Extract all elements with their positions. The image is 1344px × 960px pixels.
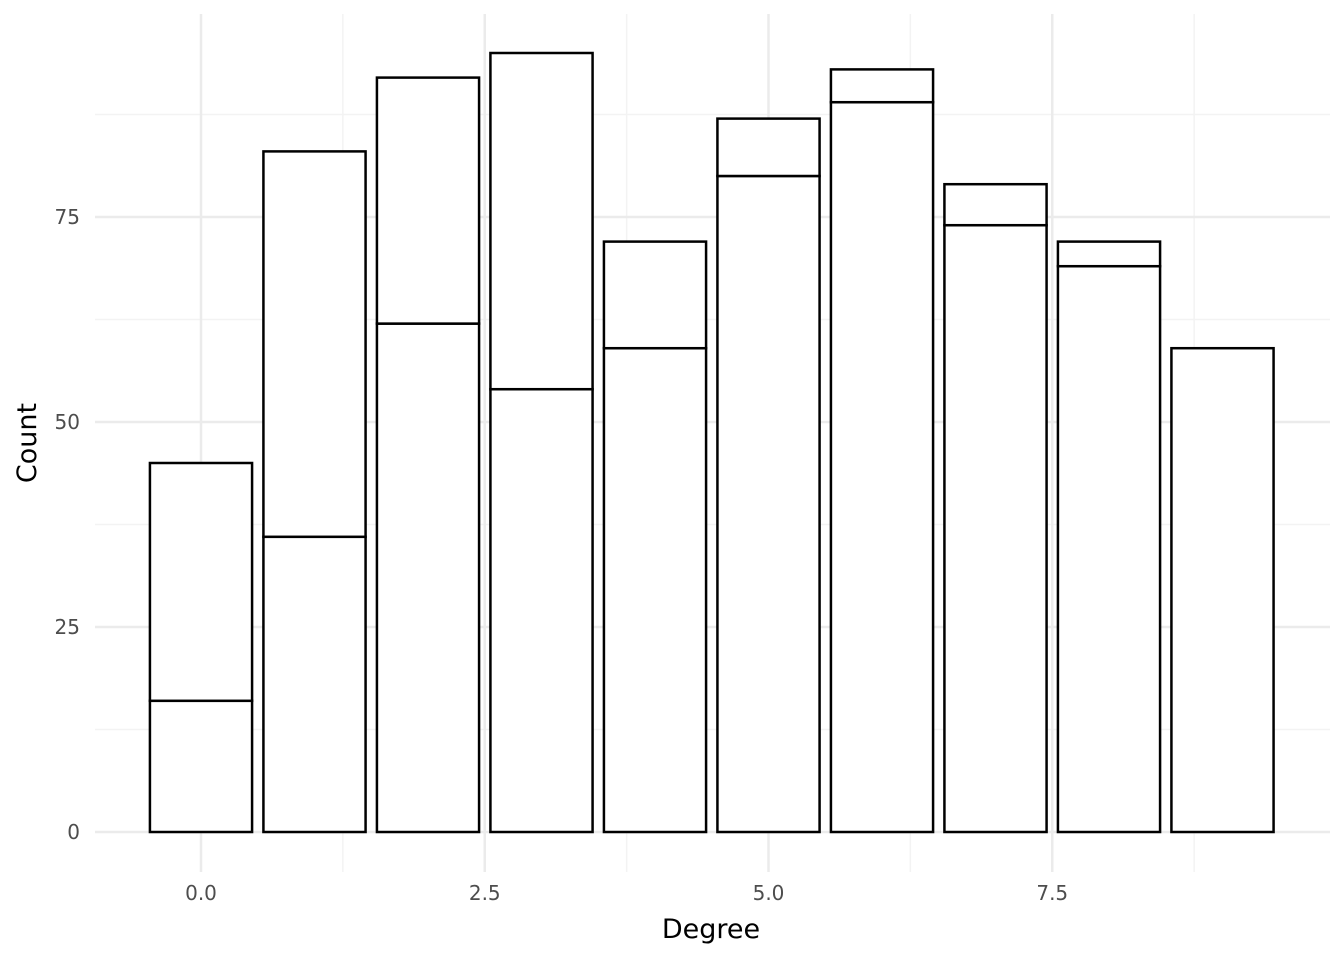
y-tick-label: 25 [55, 615, 80, 639]
tick-labels: 0.0 2.5 5.0 7.5 0 25 50 75 [55, 205, 1069, 905]
bar-segment [1056, 264, 1162, 834]
x-tick-label: 5.0 [753, 881, 785, 905]
bar-segment [489, 51, 594, 391]
y-tick-label: 75 [55, 205, 80, 229]
bar-segment [1056, 240, 1162, 268]
bar-segment [262, 150, 367, 539]
bar-segment [829, 68, 935, 104]
bar-segment [602, 240, 708, 350]
bar-segment [489, 387, 594, 834]
bar-segment [943, 182, 1048, 227]
bar-segment [602, 346, 708, 834]
y-axis-title: Count [12, 403, 43, 483]
bar-segment [375, 322, 481, 834]
x-tick-label: 0.0 [185, 881, 217, 905]
bar-segment [375, 76, 481, 325]
x-tick-label: 7.5 [1036, 881, 1068, 905]
bar-segment [1170, 346, 1275, 834]
bars [148, 51, 1275, 834]
x-tick-label: 2.5 [469, 881, 501, 905]
bar-segment [148, 461, 254, 703]
x-axis-title: Degree [662, 914, 760, 945]
bar-segment [829, 100, 935, 834]
bar-segment [148, 699, 254, 834]
bar-segment [943, 223, 1048, 834]
y-tick-label: 0 [67, 820, 80, 844]
bar-segment [262, 535, 367, 834]
y-tick-label: 50 [55, 410, 80, 434]
bar-segment [716, 117, 821, 178]
bar-segment [716, 174, 821, 834]
